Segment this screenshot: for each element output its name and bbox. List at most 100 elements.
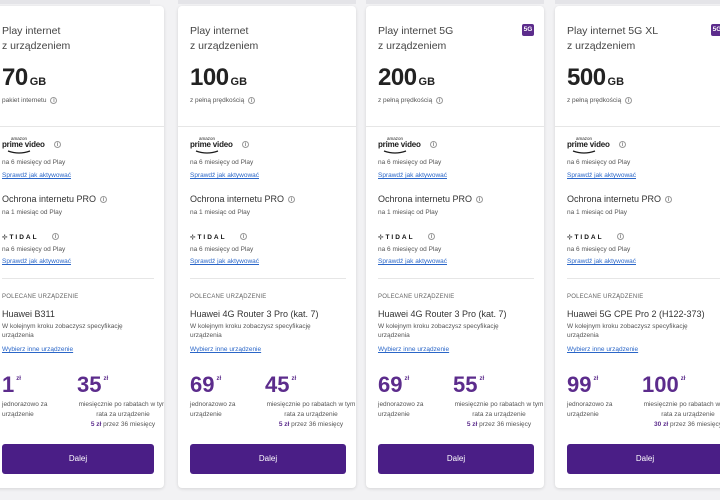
prime-amazon-text: amazon bbox=[11, 136, 28, 141]
info-icon[interactable]: i bbox=[436, 97, 444, 104]
currency: zł bbox=[404, 376, 410, 382]
tidal-activate-link[interactable]: Sprawdź jak aktywować bbox=[567, 258, 636, 265]
divider bbox=[378, 278, 534, 279]
data-unit: GB bbox=[29, 76, 47, 88]
prime-amazon-text: amazon bbox=[199, 136, 216, 141]
tidal-logo-text: TIDAL bbox=[197, 234, 227, 241]
data-desc-text: z pełną prędkością bbox=[567, 97, 622, 105]
info-icon[interactable]: i bbox=[240, 233, 247, 240]
info-icon[interactable]: i bbox=[248, 97, 256, 104]
info-icon[interactable]: i bbox=[54, 141, 61, 148]
monthly-desc-text: miesięcznie po rabatach w tym rata za ur… bbox=[266, 401, 356, 418]
plan-card: Play internet 5G z urządzeniem 5G 200 GB z… bbox=[366, 6, 544, 488]
prime-video-logo: amazon prime video bbox=[190, 136, 233, 156]
monthly-value: 100 bbox=[642, 372, 679, 397]
info-icon[interactable]: i bbox=[476, 196, 484, 204]
next-button[interactable]: Dalej bbox=[190, 444, 346, 474]
plan-name-line2: z urządzeniem bbox=[190, 40, 259, 52]
installment-value: 5 zł bbox=[278, 421, 290, 428]
prime-logo-text: prime video bbox=[190, 140, 233, 149]
data-desc-text: z pełną prędkością bbox=[378, 97, 433, 105]
info-icon[interactable]: i bbox=[100, 196, 108, 204]
data-value: 100 bbox=[190, 64, 229, 91]
tidal-desc: na 6 miesięcy od Play bbox=[378, 246, 442, 253]
plan-card-body: Play internet z urządzeniem 70 GB pakiet i… bbox=[0, 6, 164, 488]
next-button[interactable]: Dalej bbox=[567, 444, 720, 474]
monthly-desc: miesięcznie po rabatach w tym rata za ur… bbox=[265, 400, 356, 430]
amazon-smile-icon bbox=[195, 150, 219, 154]
prime-logo-text: prime video bbox=[2, 140, 45, 149]
one-time-price: 69 zł bbox=[190, 372, 221, 398]
tidal-logo: ⊹TIDAL bbox=[190, 234, 227, 241]
monthly-price: 55 zł bbox=[453, 372, 484, 398]
monthly-price: 100 zł bbox=[642, 372, 685, 398]
currency: zł bbox=[103, 376, 109, 382]
installment-value: 30 zł bbox=[654, 421, 669, 428]
recommended-device-label: POLECANE URZĄDZENIE bbox=[378, 294, 455, 300]
tidal-activate-link[interactable]: Sprawdź jak aktywować bbox=[190, 258, 259, 265]
choose-device-link[interactable]: Wybierz inne urządzenie bbox=[190, 346, 262, 353]
one-time-price: 69 zł bbox=[378, 372, 409, 398]
ochrona-title: Ochrona internetu PRO i bbox=[378, 194, 484, 204]
info-icon[interactable]: i bbox=[52, 233, 59, 240]
plan-name-line2: z urządzeniem bbox=[2, 40, 71, 52]
next-button[interactable]: Dalej bbox=[378, 444, 534, 474]
monthly-desc-text: miesięcznie po rabatach w tym rata za ur… bbox=[454, 401, 544, 418]
info-icon[interactable]: i bbox=[50, 97, 58, 104]
tidal-desc: na 6 miesięcy od Play bbox=[567, 246, 631, 253]
choose-device-link[interactable]: Wybierz inne urządzenie bbox=[567, 346, 639, 353]
info-icon[interactable]: i bbox=[619, 141, 626, 148]
plan-name-line2: z urządzeniem bbox=[567, 40, 636, 52]
data-unit: GB bbox=[418, 76, 436, 88]
device-description: W kolejnym kroku zobaczysz specyfikację … bbox=[190, 323, 311, 339]
monthly-value: 45 bbox=[265, 372, 290, 397]
data-value: 200 bbox=[378, 64, 417, 91]
one-time-price: 1 zł bbox=[2, 372, 21, 398]
divider bbox=[190, 278, 346, 279]
prime-activate-link[interactable]: Sprawdź jak aktywować bbox=[190, 172, 259, 179]
tidal-activate-link[interactable]: Sprawdź jak aktywować bbox=[2, 258, 71, 265]
plan-name-line2: z urządzeniem bbox=[378, 40, 447, 52]
prime-activate-link[interactable]: Sprawdź jak aktywować bbox=[567, 172, 636, 179]
tidal-logo-text: TIDAL bbox=[574, 234, 604, 241]
info-icon[interactable]: i bbox=[428, 233, 435, 240]
monthly-value: 35 bbox=[77, 372, 102, 397]
currency: zł bbox=[16, 376, 21, 382]
tidal-desc: na 6 miesięcy od Play bbox=[190, 246, 254, 253]
currency: zł bbox=[479, 376, 485, 382]
plan-card: Play internet z urządzeniem 100 GB z pełną… bbox=[178, 6, 356, 488]
info-icon[interactable]: i bbox=[625, 97, 633, 104]
one-time-desc: jednorazowo za urządzenie bbox=[378, 401, 424, 418]
prime-desc: na 6 miesięcy od Play bbox=[378, 159, 442, 166]
data-desc-text: pakiet internetu bbox=[2, 97, 47, 105]
monthly-value: 55 bbox=[453, 372, 478, 397]
next-button[interactable]: Dalej bbox=[2, 444, 154, 474]
prime-amazon-text: amazon bbox=[576, 136, 593, 141]
ochrona-title-text: Ochrona internetu PRO bbox=[190, 194, 285, 204]
monthly-price: 35 zł bbox=[77, 372, 108, 398]
plan-name-line1: Play internet bbox=[190, 25, 249, 37]
monthly-desc-text: miesięcznie po rabatach w tym rata za ur… bbox=[643, 401, 720, 418]
ochrona-title-text: Ochrona internetu PRO bbox=[567, 194, 662, 204]
info-icon[interactable]: i bbox=[430, 141, 437, 148]
device-name: Huawei 5G CPE Pro 2 (H122-373) bbox=[567, 309, 705, 319]
divider bbox=[555, 126, 720, 127]
one-time-desc: jednorazowo za urządzenie bbox=[567, 401, 613, 418]
amazon-smile-icon bbox=[383, 150, 407, 154]
tidal-logo-text: TIDAL bbox=[385, 234, 415, 241]
info-icon[interactable]: i bbox=[665, 196, 673, 204]
info-icon[interactable]: i bbox=[617, 233, 624, 240]
info-icon[interactable]: i bbox=[288, 196, 296, 204]
device-name: Huawei 4G Router 3 Pro (kat. 7) bbox=[378, 309, 507, 319]
data-value: 500 bbox=[567, 64, 606, 91]
prime-desc: na 6 miesięcy od Play bbox=[190, 159, 254, 166]
tidal-activate-link[interactable]: Sprawdź jak aktywować bbox=[378, 258, 447, 265]
choose-device-link[interactable]: Wybierz inne urządzenie bbox=[378, 346, 450, 353]
info-icon[interactable]: i bbox=[242, 141, 249, 148]
prime-activate-link[interactable]: Sprawdź jak aktywować bbox=[2, 172, 71, 179]
choose-device-link[interactable]: Wybierz inne urządzenie bbox=[2, 346, 74, 353]
one-time-value: 99 bbox=[567, 372, 592, 397]
prime-desc: na 6 miesięcy od Play bbox=[2, 159, 66, 166]
prime-activate-link[interactable]: Sprawdź jak aktywować bbox=[378, 172, 447, 179]
ochrona-title: Ochrona internetu PRO i bbox=[2, 194, 108, 204]
